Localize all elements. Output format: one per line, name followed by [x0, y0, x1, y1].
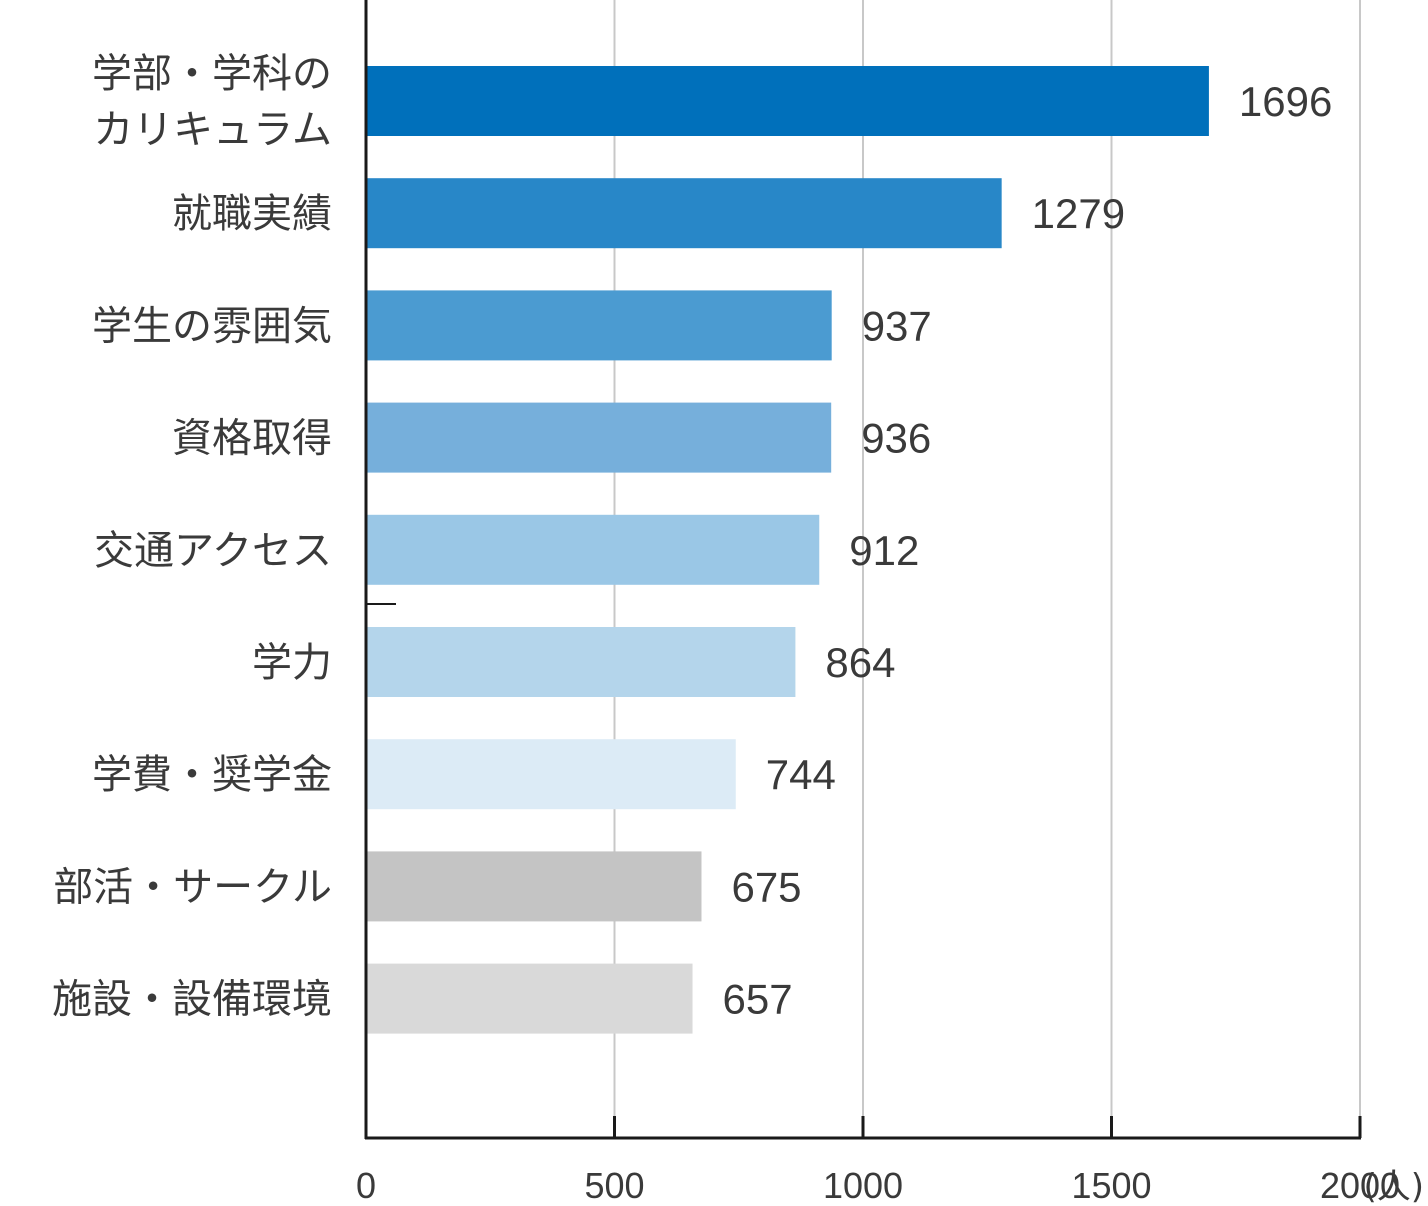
- axes: [364, 0, 1362, 1140]
- category-label-5-0: 学力: [252, 640, 332, 686]
- x-unit-label: (人): [1363, 1167, 1424, 1206]
- x-tick-label-2000: 2000: [1320, 1165, 1400, 1206]
- value-label-0: 1696: [1239, 78, 1332, 125]
- category-label-7-0: 部活・サークル: [53, 864, 332, 910]
- value-label-5: 864: [825, 639, 895, 686]
- x-tick-label-500: 500: [584, 1165, 644, 1206]
- value-label-8: 657: [723, 976, 793, 1023]
- value-label-6: 744: [766, 751, 836, 798]
- bar-8: [366, 963, 693, 1034]
- x-tick-label-0: 0: [356, 1165, 376, 1206]
- value-label-3: 936: [861, 415, 931, 462]
- category-label-0-1: カリキュラム: [93, 107, 332, 153]
- value-label-1: 1279: [1032, 190, 1125, 237]
- value-label-4: 912: [849, 527, 919, 574]
- bars: [366, 66, 1209, 1034]
- category-label-1-0: 就職実績: [172, 191, 332, 237]
- x-tick-label-1500: 1500: [1071, 1165, 1151, 1206]
- x-tick-label-1000: 1000: [823, 1165, 903, 1206]
- bar-2: [366, 290, 832, 361]
- category-label-6-0: 学費・奨学金: [92, 752, 332, 798]
- category-label-4-0: 交通アクセス: [94, 528, 332, 574]
- bar-4: [366, 514, 820, 585]
- category-label-2-0: 学生の雰囲気: [92, 303, 332, 349]
- category-label-0-0: 学部・学科の: [92, 51, 332, 97]
- category-label-3-0: 資格取得: [172, 416, 332, 462]
- bar-6: [366, 739, 736, 810]
- bar-7: [366, 851, 702, 922]
- bar-1: [366, 178, 1002, 249]
- bar-5: [366, 627, 796, 697]
- bar-0: [366, 66, 1209, 136]
- bar-3: [366, 402, 832, 473]
- value-label-7: 675: [731, 863, 801, 910]
- value-label-2: 937: [862, 302, 932, 349]
- category-label-8-0: 施設・設備環境: [52, 977, 332, 1023]
